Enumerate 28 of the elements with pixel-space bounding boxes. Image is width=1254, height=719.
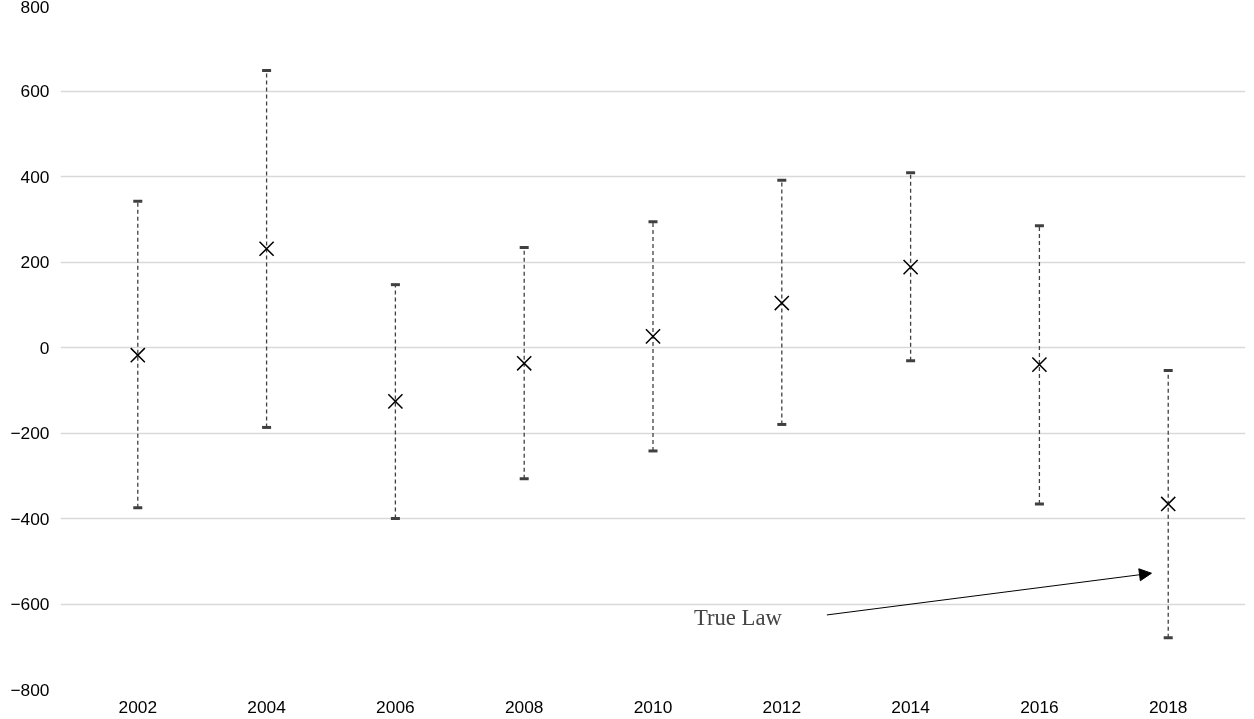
point <box>516 355 533 372</box>
x-tick-label: 2008 <box>504 696 544 717</box>
annotation: True Law <box>693 605 783 631</box>
point <box>258 240 275 257</box>
point <box>129 347 146 364</box>
x-tick-label: 2018 <box>1148 696 1188 717</box>
x-tick-label: 2006 <box>376 696 415 717</box>
y-tick-label: −600 <box>10 594 50 614</box>
x-tick-label: 2016 <box>1020 696 1059 717</box>
x-tick-label: 2004 <box>247 696 287 717</box>
point <box>1031 356 1048 373</box>
y-tick-label: 400 <box>20 166 50 187</box>
point <box>902 259 919 275</box>
y-tick-label: 800 <box>20 0 50 17</box>
point <box>773 295 790 311</box>
point <box>645 328 661 345</box>
y-tick-label: 200 <box>20 252 50 272</box>
point <box>387 393 404 410</box>
point <box>1160 496 1177 512</box>
y-tick-label: −800 <box>10 679 50 700</box>
x-tick-label: 2014 <box>891 696 931 717</box>
y-tick-label: −200 <box>10 423 50 443</box>
x-tick-label: 2002 <box>118 696 158 717</box>
y-tick-label: −400 <box>10 508 50 529</box>
x-tick-label: 2010 <box>633 696 673 717</box>
y-tick-label: 600 <box>20 81 50 101</box>
x-tick-label: 2012 <box>762 696 802 717</box>
y-tick-label: 0 <box>39 337 50 358</box>
